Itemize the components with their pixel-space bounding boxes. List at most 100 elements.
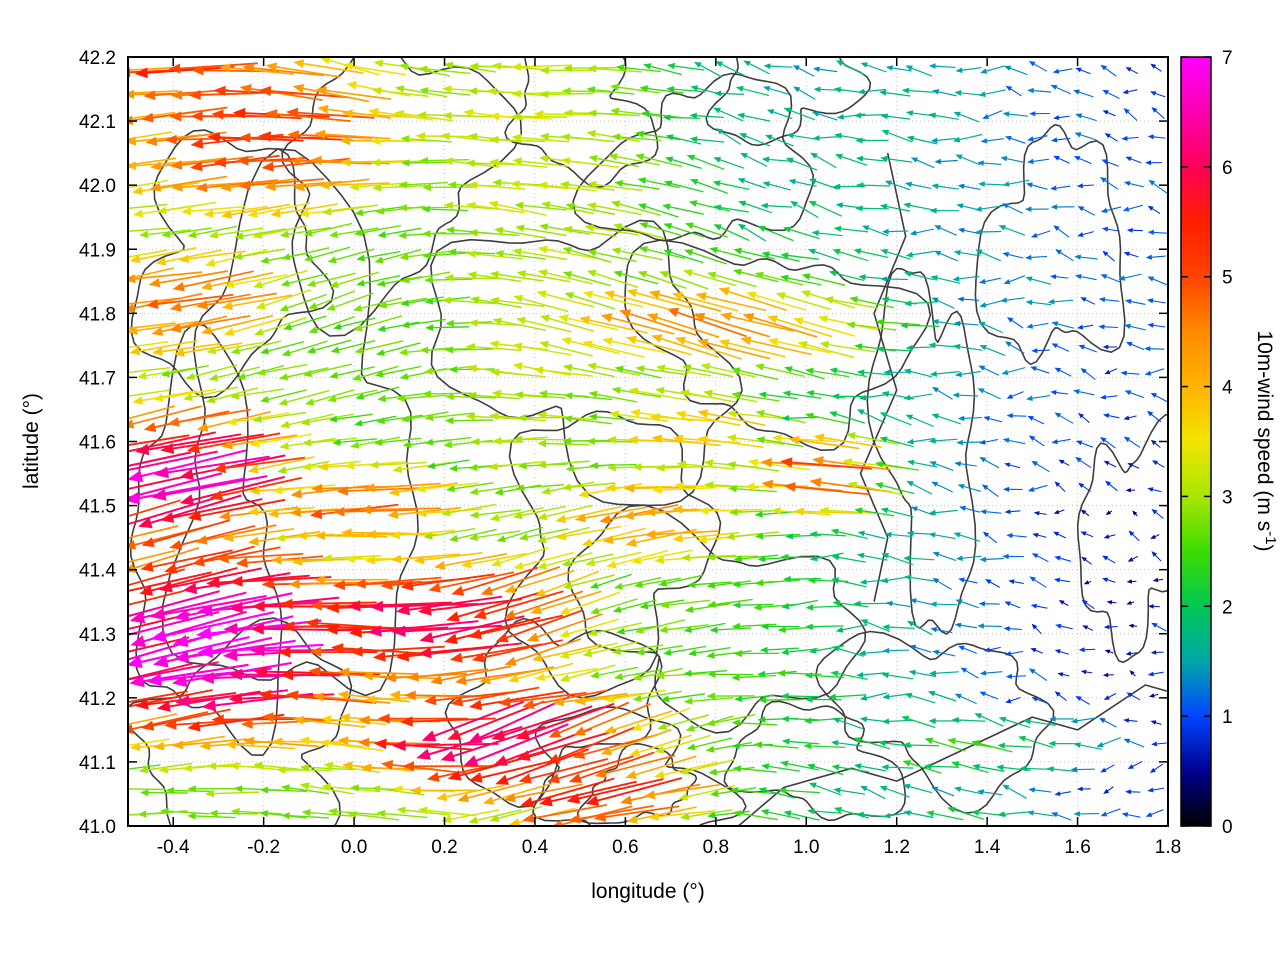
wind-arrow-shaft <box>128 568 186 587</box>
wind-arrow-shaft <box>200 546 281 564</box>
terrain-contour <box>859 152 907 602</box>
wind-arrow-shaft <box>1151 136 1166 139</box>
wind-arrow-head <box>1081 599 1088 606</box>
wind-arrow-shaft <box>983 277 1001 283</box>
wind-arrow-head <box>301 462 312 471</box>
wind-arrow-head <box>928 63 936 69</box>
wind-arrow-shaft <box>353 813 400 821</box>
wind-arrow-shaft <box>782 672 822 675</box>
wind-arrow-head <box>467 271 477 279</box>
wind-arrow-head <box>808 178 817 185</box>
wind-arrow-head <box>510 180 520 188</box>
wind-arrow-shaft <box>495 273 544 282</box>
wind-arrow-shaft <box>180 342 243 354</box>
wind-arrow-head <box>317 104 329 114</box>
wind-arrow-head <box>655 463 665 472</box>
wind-arrow-shaft <box>359 415 397 425</box>
wind-arrow-shaft <box>267 89 349 99</box>
wind-arrow-head <box>370 137 381 146</box>
wind-arrow-head <box>149 182 162 192</box>
wind-arrow-head <box>311 483 323 494</box>
wind-arrow-head <box>326 303 336 311</box>
wind-arrow-head <box>1126 600 1132 605</box>
wind-arrow-shaft <box>1034 462 1050 473</box>
wind-arrow-head <box>742 313 755 322</box>
wind-arrow-head <box>487 87 497 96</box>
wind-arrow-shaft <box>1130 229 1143 232</box>
wind-arrow-shaft <box>909 301 939 305</box>
wind-arrow-shaft <box>860 207 889 210</box>
wind-arrow-head <box>360 763 372 773</box>
wind-arrow-shaft <box>934 603 958 606</box>
wind-arrow-shaft <box>1032 578 1047 588</box>
wind-arrow-shaft <box>984 671 1003 674</box>
wind-arrow-head <box>947 806 956 813</box>
wind-arrow-head <box>703 389 713 398</box>
wind-arrow-shaft <box>154 293 234 306</box>
wind-arrow-shaft <box>554 726 635 761</box>
wind-arrow-shaft <box>670 136 702 145</box>
wind-arrow-shaft <box>375 110 433 121</box>
wind-arrow-head <box>261 161 274 172</box>
wind-arrow-head <box>129 675 145 688</box>
wind-arrow-shaft <box>437 665 512 682</box>
wind-arrow-shaft <box>380 248 422 262</box>
wind-arrow-head <box>537 461 547 469</box>
wind-arrow-shaft <box>1131 532 1140 542</box>
wind-arrow-shaft <box>886 719 914 723</box>
wind-arrow-head <box>655 364 666 373</box>
wind-arrow-shaft <box>1031 89 1052 93</box>
wind-arrow-shaft <box>394 506 462 516</box>
wind-arrow-shaft <box>567 553 614 565</box>
wind-arrow-head <box>128 303 135 313</box>
wind-arrow-head <box>703 459 714 467</box>
wind-arrow-shaft <box>771 110 793 120</box>
wind-arrow-head <box>858 650 866 656</box>
wind-arrow-head <box>423 532 433 540</box>
wind-arrow-head <box>928 342 936 349</box>
wind-arrow-head <box>314 531 325 541</box>
wind-arrow-head <box>1145 812 1153 817</box>
wind-arrow-head <box>469 772 483 783</box>
wind-arrow-shaft <box>338 317 376 328</box>
wind-arrow-shaft <box>958 788 983 795</box>
wind-arrow-head <box>1053 155 1060 161</box>
wind-arrow-shaft <box>1105 578 1116 583</box>
wind-arrow-head <box>1004 462 1011 468</box>
wind-arrow-shaft <box>643 272 687 289</box>
wind-arrow-head <box>883 369 891 376</box>
wind-arrow-head <box>261 579 274 590</box>
wind-arrow-head <box>129 611 146 624</box>
wind-arrow-shaft <box>430 436 472 444</box>
wind-arrow-shaft <box>694 114 724 119</box>
wind-arrow-shaft <box>668 224 705 238</box>
wind-arrow-head <box>465 201 476 210</box>
wind-arrow-shaft <box>666 693 705 700</box>
wind-arrow-shaft <box>169 433 264 451</box>
wind-arrow-head <box>171 674 188 687</box>
wind-arrow-shaft <box>447 299 497 305</box>
wind-arrow-shaft <box>889 181 911 191</box>
wind-arrow-head <box>128 655 143 668</box>
wind-arrow-shaft <box>1054 185 1071 189</box>
wind-arrow-shaft <box>786 718 819 721</box>
wind-arrow-head <box>655 386 665 395</box>
wind-arrow-head <box>376 280 386 287</box>
wind-arrow-head <box>856 182 864 189</box>
wind-arrow-shaft <box>1055 438 1071 443</box>
wind-arrow-head <box>812 135 820 141</box>
wind-arrow-shaft <box>565 618 620 636</box>
wind-arrow-shaft <box>958 251 981 257</box>
wind-arrow-shaft <box>725 341 786 358</box>
wind-arrow-head <box>410 786 421 795</box>
wind-arrow-head <box>493 755 508 766</box>
wind-arrow-shaft <box>565 664 616 680</box>
wind-arrow-shaft <box>474 809 522 822</box>
wind-arrow-head <box>150 629 167 642</box>
wind-arrow-shaft <box>836 579 867 588</box>
wind-arrow-head <box>975 249 983 255</box>
wind-arrow-shaft <box>250 740 320 748</box>
wind-arrow-head <box>552 697 565 707</box>
wind-arrow-head <box>1145 160 1152 166</box>
wind-arrow-head <box>289 156 302 166</box>
